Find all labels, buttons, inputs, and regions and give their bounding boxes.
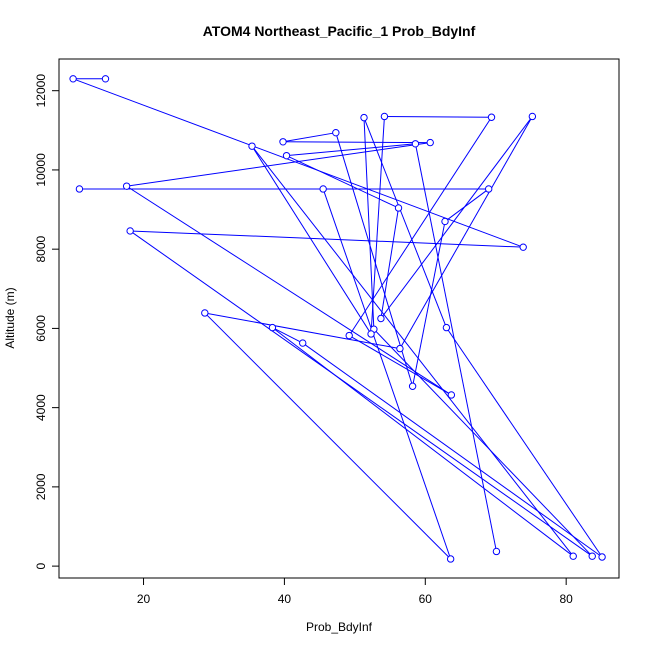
data-point bbox=[519, 243, 527, 251]
data-point bbox=[394, 204, 403, 212]
y-axis-label: Altitude (m) bbox=[3, 287, 17, 348]
data-point bbox=[319, 185, 327, 193]
data-point bbox=[299, 339, 307, 347]
data-point bbox=[345, 331, 353, 340]
data-point bbox=[201, 309, 209, 317]
series-segment bbox=[251, 145, 372, 335]
series-segment bbox=[363, 117, 447, 328]
series-segment bbox=[204, 312, 452, 560]
data-point bbox=[380, 112, 389, 121]
data-point bbox=[360, 113, 368, 122]
data-point bbox=[332, 128, 340, 137]
series-segment bbox=[399, 116, 533, 349]
data-point bbox=[484, 185, 493, 193]
plot-frame bbox=[58, 58, 620, 579]
series-segment bbox=[286, 155, 399, 209]
series-segment bbox=[348, 116, 492, 336]
data-point bbox=[279, 138, 287, 146]
data-point bbox=[426, 138, 434, 147]
data-point bbox=[408, 382, 417, 390]
data-point bbox=[411, 140, 420, 148]
data-point bbox=[268, 323, 277, 332]
series-segment bbox=[446, 327, 603, 558]
y-axis: 0 2000 4000 6000 8000 10000 12000 bbox=[34, 74, 60, 569]
data-point bbox=[396, 344, 404, 353]
series-segment bbox=[272, 327, 574, 557]
series-segment bbox=[126, 142, 431, 187]
series-segment bbox=[373, 328, 593, 557]
x-tick-label: 60 bbox=[419, 592, 433, 606]
data-point bbox=[447, 391, 456, 399]
series-segment bbox=[380, 116, 533, 319]
y-tick-label: 4000 bbox=[34, 394, 48, 421]
series-segment bbox=[412, 221, 446, 387]
data-point bbox=[441, 217, 449, 226]
data-point bbox=[569, 552, 577, 560]
data-point bbox=[487, 113, 496, 121]
series-segment bbox=[335, 132, 414, 387]
series-segment bbox=[384, 115, 492, 118]
data-point bbox=[588, 552, 596, 560]
data-point bbox=[122, 182, 131, 190]
x-axis: 20 40 60 80 bbox=[137, 577, 573, 606]
data-point bbox=[492, 547, 501, 556]
series-points bbox=[69, 75, 606, 563]
data-point bbox=[377, 314, 385, 323]
data-point bbox=[442, 323, 451, 332]
data-point bbox=[367, 330, 375, 338]
series-segment bbox=[126, 185, 452, 396]
data-point bbox=[248, 142, 256, 150]
series-segment bbox=[348, 335, 452, 396]
series-segment bbox=[72, 78, 524, 248]
series-segment bbox=[130, 230, 524, 248]
x-tick-label: 80 bbox=[559, 592, 573, 606]
series-segment bbox=[204, 312, 401, 350]
data-point bbox=[126, 227, 134, 235]
y-tick-label: 6000 bbox=[34, 315, 48, 342]
data-point bbox=[282, 151, 291, 160]
series-segment bbox=[380, 207, 400, 319]
x-tick-label: 20 bbox=[137, 592, 151, 606]
data-point bbox=[528, 112, 537, 121]
data-point bbox=[69, 75, 77, 83]
data-point bbox=[75, 185, 84, 193]
series-segment bbox=[282, 132, 336, 143]
series-segment bbox=[444, 188, 489, 222]
y-tick-label: 0 bbox=[34, 562, 48, 569]
y-tick-label: 2000 bbox=[34, 473, 48, 500]
series-segment bbox=[251, 145, 574, 557]
series-segment bbox=[302, 342, 603, 558]
data-point bbox=[598, 553, 606, 561]
chart-title: ATOM4 Northeast_Pacific_1 Prob_BdyInf bbox=[203, 23, 476, 39]
x-axis-label: Prob_BdyInf bbox=[306, 620, 373, 634]
y-tick-label: 12000 bbox=[34, 74, 48, 108]
y-tick-label: 10000 bbox=[34, 153, 48, 187]
series-segment bbox=[272, 327, 303, 344]
x-tick-label: 40 bbox=[278, 592, 292, 606]
series-segment bbox=[322, 188, 452, 560]
y-tick-label: 8000 bbox=[34, 235, 48, 262]
data-point bbox=[446, 555, 455, 563]
series-segment bbox=[129, 230, 593, 557]
data-point bbox=[101, 75, 110, 83]
series-segment bbox=[282, 141, 431, 144]
series-lines bbox=[72, 78, 603, 560]
series-segment bbox=[286, 143, 416, 157]
series-segment bbox=[363, 117, 375, 330]
series-segment bbox=[414, 143, 497, 552]
